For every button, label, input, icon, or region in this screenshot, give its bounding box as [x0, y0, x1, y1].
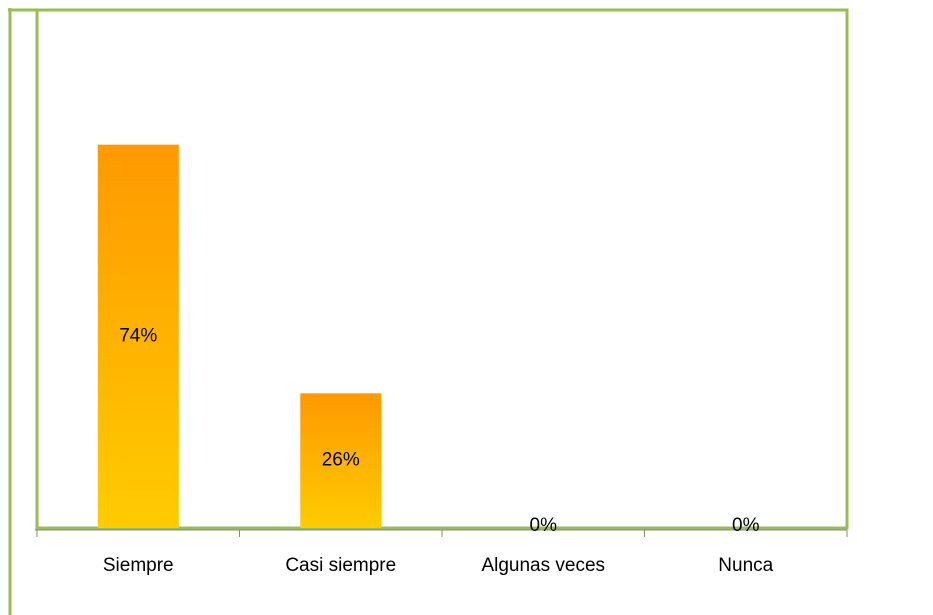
x-tick-label: Algunas veces — [481, 555, 605, 576]
data-label: 0% — [732, 515, 760, 536]
data-label: 0% — [530, 515, 558, 536]
x-tick-label: Siempre — [103, 555, 174, 576]
data-label: 74% — [119, 325, 157, 346]
bar — [97, 144, 179, 528]
x-tick-label: Nunca — [718, 555, 773, 576]
x-tick-label: Casi siempre — [285, 555, 396, 576]
bar — [300, 393, 382, 528]
plot-frame — [35, 8, 849, 530]
data-label: 26% — [322, 450, 360, 471]
